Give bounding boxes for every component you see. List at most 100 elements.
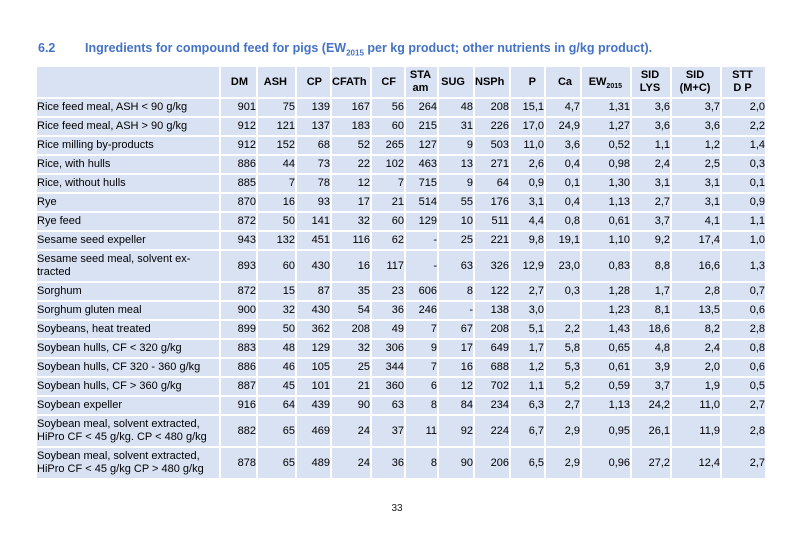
cell-nsph: 511 [473, 211, 511, 232]
cell-ash: 44 [256, 154, 297, 175]
cell-nsph: 221 [473, 230, 511, 251]
column-header-sid-lys: SID LYS [630, 65, 672, 99]
table-row: Soybeans, heat treated 899 50 362 208 49 7 67 20… [35, 319, 767, 340]
section-title-post: per kg product; other nutrients in g/kg … [363, 41, 653, 55]
cell-sta-am: - [404, 249, 439, 283]
cell-dm: 872 [219, 281, 258, 302]
cell-cp: 129 [295, 338, 332, 359]
cell-cp: 430 [295, 249, 332, 283]
cell-sug: 8 [437, 281, 475, 302]
column-header-p: P [509, 65, 546, 99]
column-header-cfath: CFATh [330, 65, 372, 99]
cell-p: 4,4 [509, 211, 546, 232]
section-title-subscript: 2015 [346, 48, 364, 58]
cell-sta-am: 606 [404, 281, 439, 302]
column-header-ingredient [35, 65, 221, 99]
cell-sid-lys: 8,1 [630, 300, 672, 321]
cell-stt-dp: 0,1 [720, 173, 767, 194]
cell-ash: 15 [256, 281, 297, 302]
cell-cp: 139 [295, 97, 332, 118]
cell-stt-dp: 1,3 [720, 249, 767, 283]
cell-nsph: 702 [473, 376, 511, 397]
cell-cf: 360 [370, 376, 406, 397]
cell-sid-mc: 3,6 [670, 116, 722, 137]
cell-dm: 912 [219, 135, 258, 156]
cell-cf: 265 [370, 135, 406, 156]
cell-cfath: 25 [330, 357, 372, 378]
cell-cf: 36 [370, 300, 406, 321]
cell-ash: 50 [256, 211, 297, 232]
cell-ca: 0,4 [544, 154, 582, 175]
cell-cfath: 24 [330, 414, 372, 448]
table-row: Rice, without hulls 885 7 78 12 7 715 9 64 0,9 0,1… [35, 173, 767, 194]
cell-stt-dp: 1,1 [720, 211, 767, 232]
cell-ca: 0,3 [544, 281, 582, 302]
cell-ash: 50 [256, 319, 297, 340]
cell-sid-lys: 26,1 [630, 414, 672, 448]
cell-cf: 102 [370, 154, 406, 175]
pig-feed-ingredients-table: DM ASH CP CFATh CF STA am SUG NSPh P Ca EW2015 SID LY… [35, 65, 767, 480]
cell-sid-lys: 3,1 [630, 173, 672, 194]
cell-sid-lys: 1,1 [630, 135, 672, 156]
ingredient-name: Sorghum gluten meal [35, 300, 221, 321]
cell-nsph: 224 [473, 414, 511, 448]
cell-nsph: 206 [473, 446, 511, 480]
cell-ca: 2,7 [544, 395, 582, 416]
cell-cp: 439 [295, 395, 332, 416]
cell-p: 3,0 [509, 300, 546, 321]
cell-sid-mc: 4,1 [670, 211, 722, 232]
cell-ca: 24,9 [544, 116, 582, 137]
table-row: Soybean hulls, CF > 360 g/kg 887 45 101 21 36… [35, 376, 767, 397]
cell-sta-am: 7 [404, 319, 439, 340]
cell-cp: 68 [295, 135, 332, 156]
cell-p: 17,0 [509, 116, 546, 137]
cell-sug: 48 [437, 97, 475, 118]
column-header-sta-am: STA am [404, 65, 439, 99]
ingredient-name: Soybeans, heat treated [35, 319, 221, 340]
cell-cfath: 208 [330, 319, 372, 340]
cell-ash: 132 [256, 230, 297, 251]
cell-cp: 489 [295, 446, 332, 480]
table-row: Rice, with hulls 886 44 73 22 102 463 13 271 2,6 0… [35, 154, 767, 175]
cell-cfath: 183 [330, 116, 372, 137]
cell-sug: 67 [437, 319, 475, 340]
cell-nsph: 138 [473, 300, 511, 321]
cell-cf: 49 [370, 319, 406, 340]
cell-stt-dp: 2,7 [720, 446, 767, 480]
cell-nsph: 208 [473, 97, 511, 118]
table-row: Rice feed meal, ASH < 90 g/kg 901 75 139 167… [35, 97, 767, 118]
cell-ca: 5,3 [544, 357, 582, 378]
cell-sid-lys: 3,9 [630, 357, 672, 378]
cell-ew2015: 1,10 [580, 230, 632, 251]
cell-sid-lys: 4,8 [630, 338, 672, 359]
cell-cfath: 21 [330, 376, 372, 397]
cell-cp: 362 [295, 319, 332, 340]
cell-sta-am: 463 [404, 154, 439, 175]
cell-sta-am: 127 [404, 135, 439, 156]
cell-p: 0,9 [509, 173, 546, 194]
cell-cf: 306 [370, 338, 406, 359]
cell-ash: 16 [256, 192, 297, 213]
cell-stt-dp: 2,8 [720, 414, 767, 448]
cell-sid-lys: 18,6 [630, 319, 672, 340]
cell-stt-dp: 0,6 [720, 357, 767, 378]
cell-ash: 121 [256, 116, 297, 137]
cell-cfath: 167 [330, 97, 372, 118]
cell-cf: 60 [370, 211, 406, 232]
cell-sug: 90 [437, 446, 475, 480]
cell-dm: 882 [219, 414, 258, 448]
cell-ca: 19,1 [544, 230, 582, 251]
cell-sta-am: 246 [404, 300, 439, 321]
cell-p: 2,6 [509, 154, 546, 175]
cell-ca: 4,7 [544, 97, 582, 118]
cell-cp: 430 [295, 300, 332, 321]
cell-sta-am: 6 [404, 376, 439, 397]
table-row: Sorghum 872 15 87 35 23 606 8 122 2,7 0,3 1,28 1,7 2,… [35, 281, 767, 302]
table-row: Soybean expeller 916 64 439 90 63 8 84 234 6,3 2,7… [35, 395, 767, 416]
cell-sta-am: 129 [404, 211, 439, 232]
ingredient-name: Soybean meal, solvent extracted, HiPro C… [35, 446, 221, 480]
cell-p: 11,0 [509, 135, 546, 156]
cell-ew2015: 0,61 [580, 211, 632, 232]
column-header-cf: CF [370, 65, 406, 99]
